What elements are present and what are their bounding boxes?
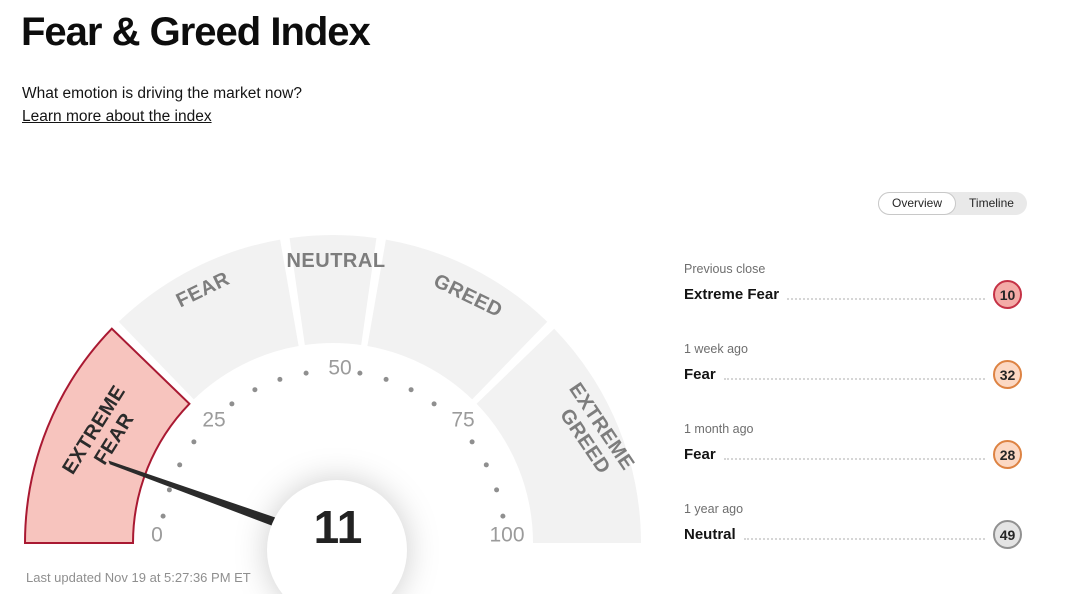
last-updated: Last updated Nov 19 at 5:27:36 PM ET: [26, 570, 251, 585]
axis-tick-25: 25: [202, 409, 225, 432]
history-sentiment-label: Neutral: [684, 526, 736, 543]
view-toggle: Overview Timeline: [878, 192, 1027, 215]
leader-line: [743, 537, 985, 540]
tick-dots: [160, 370, 506, 519]
axis-tick-100: 100: [489, 524, 524, 547]
history-value-badge: 28: [993, 440, 1022, 469]
segment-neutral: [289, 235, 377, 345]
page-subtitle: What emotion is driving the market now?: [22, 85, 302, 102]
history-value-badge: 32: [993, 360, 1022, 389]
segment-fear: [118, 239, 299, 400]
gauge-center-disc: [267, 480, 407, 594]
history-panel: Previous close Extreme Fear 10 1 week ag…: [684, 0, 1022, 594]
history-period: 1 year ago: [684, 502, 744, 516]
tab-timeline[interactable]: Timeline: [956, 192, 1027, 215]
history-row-1-week: 1 week ago Fear 32: [684, 342, 1022, 389]
learn-more-link[interactable]: Learn more about the index: [22, 108, 212, 125]
tab-overview[interactable]: Overview: [878, 192, 957, 215]
history-sentiment-label: Fear: [684, 446, 716, 463]
leader-line: [723, 457, 985, 460]
segment-label-neutral: NEUTRAL: [286, 250, 385, 272]
segment-greed: [367, 239, 548, 400]
leader-line: [723, 377, 985, 380]
history-sentiment-label: Fear: [684, 366, 716, 383]
segment-extreme-greed: [476, 328, 641, 543]
page-title: Fear & Greed Index: [21, 10, 371, 54]
history-period: 1 month ago: [684, 422, 754, 436]
history-row-1-month: 1 month ago Fear 28: [684, 422, 1022, 469]
fear-greed-gauge: EXTREME FEAR FEAR NEUTRAL GREED EXTREME …: [23, 235, 641, 594]
axis-tick-0: 0: [151, 524, 163, 547]
segment-extreme-fear: [23, 327, 191, 544]
history-sentiment-label: Extreme Fear: [684, 286, 780, 303]
history-row-previous-close: Previous close Extreme Fear 10: [684, 262, 1022, 309]
leader-line: [787, 297, 985, 300]
history-row-1-year: 1 year ago Neutral 49: [684, 502, 1022, 549]
history-period: Previous close: [684, 262, 766, 276]
history-value-badge: 49: [993, 520, 1022, 549]
gauge-current-value: 11: [314, 501, 363, 553]
history-value-badge: 10: [993, 280, 1022, 309]
axis-tick-50: 50: [328, 357, 351, 380]
history-period: 1 week ago: [684, 342, 748, 356]
axis-tick-75: 75: [451, 409, 474, 432]
